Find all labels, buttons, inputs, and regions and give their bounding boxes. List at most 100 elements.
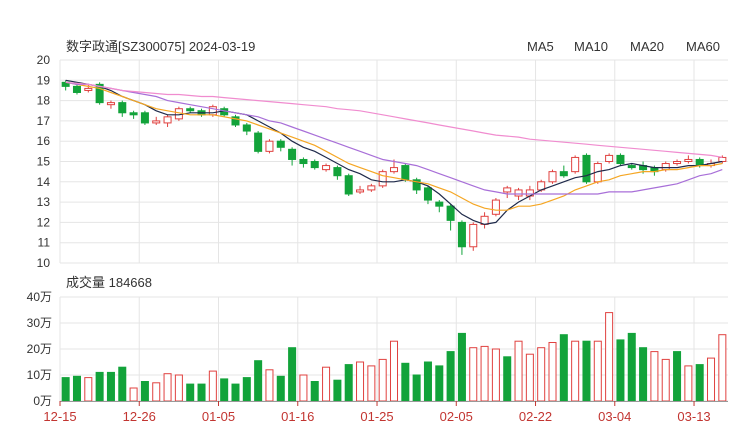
candle [718,155,727,164]
volume-tick-label: 30万 [27,316,52,330]
candle [299,157,308,168]
x-tick-label: 02-05 [440,409,473,424]
volume-bar-down [344,364,353,402]
volume-tick-label: 0万 [33,394,52,408]
volume-bar-up [525,353,534,402]
candle-body-down [423,187,432,201]
candle-body-down [129,112,138,116]
candle [276,139,285,152]
price-tick-label: 16 [37,134,51,148]
candle-body-down [627,165,636,169]
candle-body-down [582,154,591,183]
volume-bar-up [707,357,716,402]
ma10-line [65,81,723,211]
candle-body-down [242,124,251,132]
x-tick-label: 01-05 [202,409,235,424]
candle-body-up [571,156,580,173]
volume-bar-down [423,361,432,402]
candle-body-up [491,199,500,215]
legend-ma10: MA10 [574,39,608,54]
chart-legend: MA5 MA10 MA20 MA60 [527,39,720,54]
candle [616,153,625,166]
price-tick-label: 14 [37,175,51,189]
volume-bar-down [186,383,195,402]
price-tick-label: 15 [37,155,51,169]
volume-bar-down [446,351,455,402]
volume-tick-label: 40万 [27,290,52,304]
candle-body-up [367,185,376,191]
volume-bar-up [84,377,93,402]
candle [322,163,331,172]
volume-bar-down [412,374,421,402]
candles [61,80,727,255]
candle-body-down [276,140,285,148]
volume-bar-down [457,332,466,402]
volume-bar-down [503,356,512,402]
volume-title: 成交量 184668 [66,275,152,290]
price-tick-label: 11 [38,236,51,250]
candle [627,163,636,170]
volume-bar-up [571,340,580,402]
candle-body-down [288,148,297,160]
candle [265,139,274,154]
volume-bar-down [276,375,285,402]
candle [231,114,240,127]
candle-body-down [299,158,308,165]
price-tick-label: 17 [37,114,51,128]
price-tick-label: 13 [37,195,51,209]
candle-body-up [322,165,331,171]
legend-ma60: MA60 [686,39,720,54]
volume-bar-down [118,366,127,402]
volume-bar-down [673,351,682,402]
candle-body-up [548,171,557,183]
candle-body-up [356,189,365,193]
volume-bar-up [514,340,523,402]
candle-body-up [84,87,93,91]
volume-bar-down [254,360,263,402]
candle-body-up [718,156,727,163]
candle [367,183,376,192]
candle-body-down [95,83,104,104]
ma5-line [65,79,723,226]
volume-bar-up [491,348,500,402]
volume-bar-up [378,358,387,402]
volume-bar-down [95,371,104,402]
legend-ma20: MA20 [630,39,664,54]
x-axis: 12-15 12-26 01-05 01-16 01-25 02-05 02-22 03-04… [43,401,728,424]
candle [61,80,70,91]
volume-bar-up [356,361,365,402]
candle [412,177,421,194]
candle-body-down [254,132,263,152]
volume-bar-down [401,362,410,402]
volume-bar-down [231,383,240,402]
volume-bar-down [72,375,81,402]
x-tick-label: 01-16 [281,409,314,424]
volume-bars [61,312,727,402]
volume-bar-down [242,377,251,402]
candle-body-down [72,85,81,93]
candle-body-up [152,120,161,124]
candle-body-down [231,116,240,126]
x-tick-label: 01-25 [360,409,393,424]
candle-body-down [61,81,70,87]
candle-body-up [661,163,670,171]
volume-bar-up [661,358,670,402]
volume-y-axis: 0万 10万 20万 30万 40万 [27,290,52,408]
x-tick-label: 12-15 [43,409,76,424]
candle-body-down [140,112,149,124]
volume-bar-up [650,351,659,402]
candle-body-up [163,116,172,124]
candle-body-up [514,189,523,197]
candle [72,84,81,95]
volume-bar-up [718,334,727,402]
x-tick-label: 12-26 [123,409,156,424]
candle [548,169,557,184]
volume-bar-up [367,365,376,402]
candle [129,110,138,119]
candle [310,159,319,170]
candle [344,173,353,197]
volume-bar-down [197,383,206,402]
candle-body-down [616,154,625,165]
candle-body-up [673,161,682,165]
candle [582,153,591,184]
